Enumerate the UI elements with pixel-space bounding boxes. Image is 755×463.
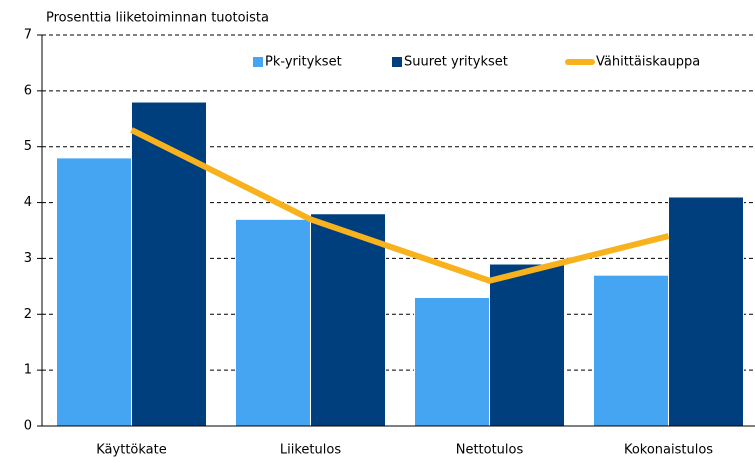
y-tick-label: 1 — [24, 363, 32, 378]
y-tick-label: 7 — [24, 28, 32, 43]
legend-bg — [248, 50, 754, 74]
legend-swatch — [392, 57, 402, 67]
bar — [414, 297, 490, 427]
legend-label: Suuret yritykset — [404, 55, 508, 70]
x-tick-label: Liiketulos — [280, 443, 341, 458]
bar — [131, 101, 207, 427]
legend-swatch — [253, 57, 263, 67]
bar — [310, 213, 386, 427]
bar — [489, 263, 565, 427]
y-tick-label: 2 — [24, 307, 32, 322]
bar — [235, 218, 311, 427]
y-tick-label: 0 — [24, 419, 32, 434]
x-tick-label: Käyttökate — [96, 443, 166, 458]
bar — [593, 274, 669, 427]
x-tick-label: Kokonaistulos — [624, 443, 713, 458]
legend-label: Pk-yritykset — [265, 55, 342, 70]
line — [130, 127, 670, 284]
y-tick-label: 3 — [24, 251, 32, 266]
y-tick-label: 5 — [24, 139, 32, 154]
y-tick-label: 4 — [24, 195, 32, 210]
chart-title: Prosenttia liiketoiminnan tuotoista — [46, 11, 269, 26]
y-tick-label: 6 — [24, 83, 32, 98]
bar — [668, 196, 744, 427]
x-tick-label: Nettotulos — [456, 443, 524, 458]
legend-label: Vähittäiskauppa — [596, 55, 700, 70]
bar — [56, 157, 132, 427]
